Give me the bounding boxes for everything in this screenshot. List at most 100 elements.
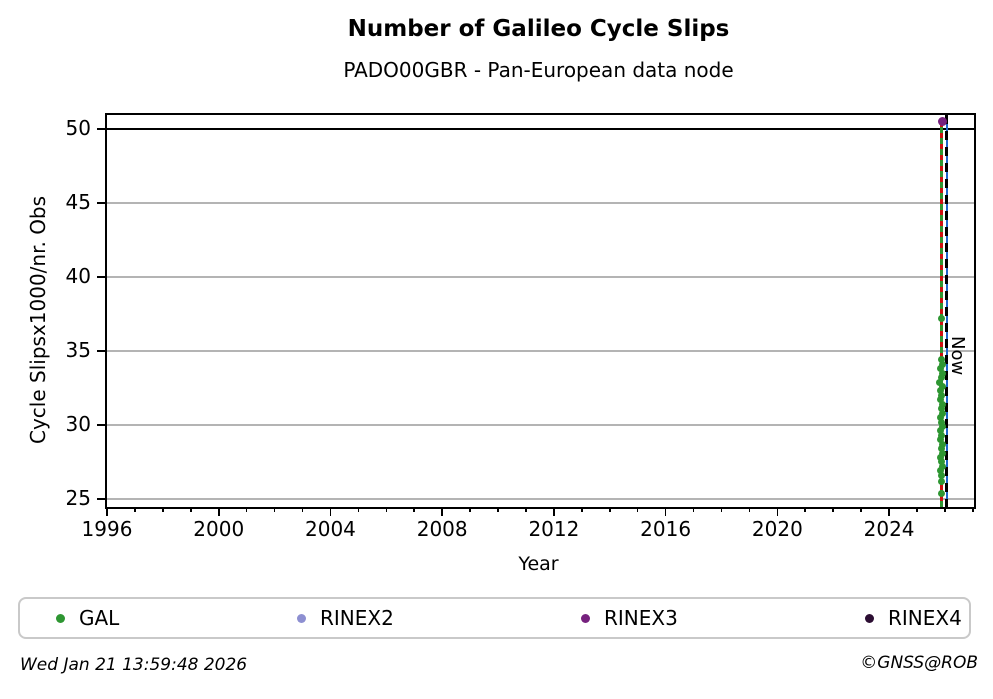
x-tick-minor xyxy=(301,507,304,512)
x-tick-minor xyxy=(916,507,918,512)
scatter-point-gal xyxy=(939,422,947,430)
scatter-point-gal xyxy=(938,314,946,322)
scatter-point-gal xyxy=(936,365,944,373)
scatter-point-gal xyxy=(938,382,946,390)
y-tick xyxy=(97,349,105,352)
data-epoch-dashed-line xyxy=(939,121,943,507)
scatter-point-gal xyxy=(937,356,945,364)
rinex4-marker-icon xyxy=(865,613,874,623)
scatter-point-gal xyxy=(939,462,947,470)
rinex3-marker-icon xyxy=(581,613,590,623)
legend-label: RINEX3 xyxy=(604,606,678,630)
x-axis-label: Year xyxy=(518,553,559,575)
legend-label: RINEX4 xyxy=(888,606,962,630)
x-tick-label: 2000 xyxy=(193,517,245,541)
legend-item-rinex3: RINEX3 xyxy=(581,599,678,637)
scatter-point-gal xyxy=(936,436,944,444)
x-tick-minor xyxy=(720,507,723,512)
x-tick-minor xyxy=(581,507,583,512)
scatter-point-gal xyxy=(939,400,947,408)
x-tick-minor xyxy=(273,507,276,512)
now-line-dashed xyxy=(945,115,949,507)
x-tick-minor xyxy=(385,507,388,512)
scatter-point-gal xyxy=(939,369,947,377)
scatter-point-gal xyxy=(938,449,946,457)
copyright-credit: ©GNSS@ROB xyxy=(860,653,978,673)
y-gridline xyxy=(107,498,974,500)
scatter-point-gal xyxy=(938,489,946,497)
scatter-point-gal xyxy=(937,374,945,382)
x-tick-minor xyxy=(748,507,751,512)
y-tick xyxy=(97,423,105,426)
x-tick-minor xyxy=(134,507,136,512)
scatter-point-gal xyxy=(937,405,945,413)
x-tick-minor xyxy=(860,507,862,512)
x-tick-minor xyxy=(413,507,416,512)
y-gridline xyxy=(107,202,974,204)
x-tick-minor xyxy=(525,507,527,512)
x-tick-label: 2024 xyxy=(863,517,915,541)
scatter-point-gal xyxy=(937,427,945,435)
y-axis-label: Cycle Slipsx1000/nr. Obs xyxy=(26,195,50,444)
y-gridline xyxy=(107,276,974,278)
now-label: Now xyxy=(946,336,968,376)
y-tick-label: 35 xyxy=(65,337,91,362)
x-tick-minor xyxy=(692,507,695,512)
x-tick-major xyxy=(217,507,220,516)
scatter-point-gal xyxy=(936,454,944,462)
y-tick-label: 40 xyxy=(65,263,91,288)
x-tick-minor xyxy=(804,507,807,512)
x-tick-label: 2016 xyxy=(640,517,692,541)
y-gridline xyxy=(107,424,974,426)
gal-marker-icon xyxy=(56,613,65,623)
scatter-point-gal xyxy=(937,467,945,475)
x-tick-label: 2012 xyxy=(528,517,580,541)
x-tick-minor xyxy=(497,507,499,512)
scatter-point-gal xyxy=(936,414,944,422)
y-tick xyxy=(97,127,105,130)
legend-box: GAL RINEX2 RINEX3 RINEX4 xyxy=(18,597,971,639)
legend-item-gal: GAL xyxy=(56,599,119,637)
scatter-point-gal xyxy=(938,431,946,439)
x-tick-minor xyxy=(189,507,192,512)
x-tick-label: 2004 xyxy=(305,517,356,541)
scatter-point-gal xyxy=(936,396,944,404)
x-tick-major xyxy=(553,507,555,516)
scatter-point-gal xyxy=(938,391,946,399)
scatter-point-gal xyxy=(937,445,945,453)
chart-subtitle: PADO00GBR - Pan-European data node xyxy=(343,58,734,82)
y-gridline xyxy=(107,350,974,352)
x-tick-major xyxy=(441,507,443,516)
x-tick-minor xyxy=(608,507,611,512)
x-tick-minor xyxy=(357,507,360,512)
scatter-point-gal xyxy=(938,360,946,368)
x-tick-major xyxy=(106,507,108,516)
scatter-point-gal xyxy=(938,409,946,417)
x-tick-major xyxy=(664,507,667,516)
x-tick-minor xyxy=(469,507,471,512)
x-tick-minor xyxy=(944,507,946,512)
scatter-point-rinex3 xyxy=(937,117,947,126)
plot-area: 25 30 35 40 45 50 1996 2000 2004 2008 2012 2016 2020… xyxy=(66,113,976,540)
scatter-point-gal xyxy=(938,440,946,448)
x-tick-minor xyxy=(636,507,639,512)
legend-label: GAL xyxy=(79,606,120,630)
y-tick-label: 45 xyxy=(65,189,91,214)
x-tick-minor xyxy=(245,507,248,512)
scatter-point-gal xyxy=(936,378,944,386)
x-tick-major xyxy=(329,507,332,516)
x-tick-label: 1996 xyxy=(81,517,133,541)
x-tick-minor xyxy=(162,507,164,512)
x-tick-minor xyxy=(832,507,835,512)
y-tick-label: 25 xyxy=(65,486,91,510)
scatter-point-gal xyxy=(937,387,945,395)
chart-title: Number of Galileo Cycle Slips xyxy=(347,16,730,42)
scatter-point-gal xyxy=(937,477,945,485)
scatter-point-gal xyxy=(938,458,946,466)
y-tick-label: 50 xyxy=(65,115,91,140)
x-tick-minor xyxy=(972,507,974,512)
plot-timestamp: Wed Jan 21 13:59:48 2026 xyxy=(20,655,248,675)
y-tick xyxy=(97,201,105,204)
x-tick-major xyxy=(776,507,779,516)
